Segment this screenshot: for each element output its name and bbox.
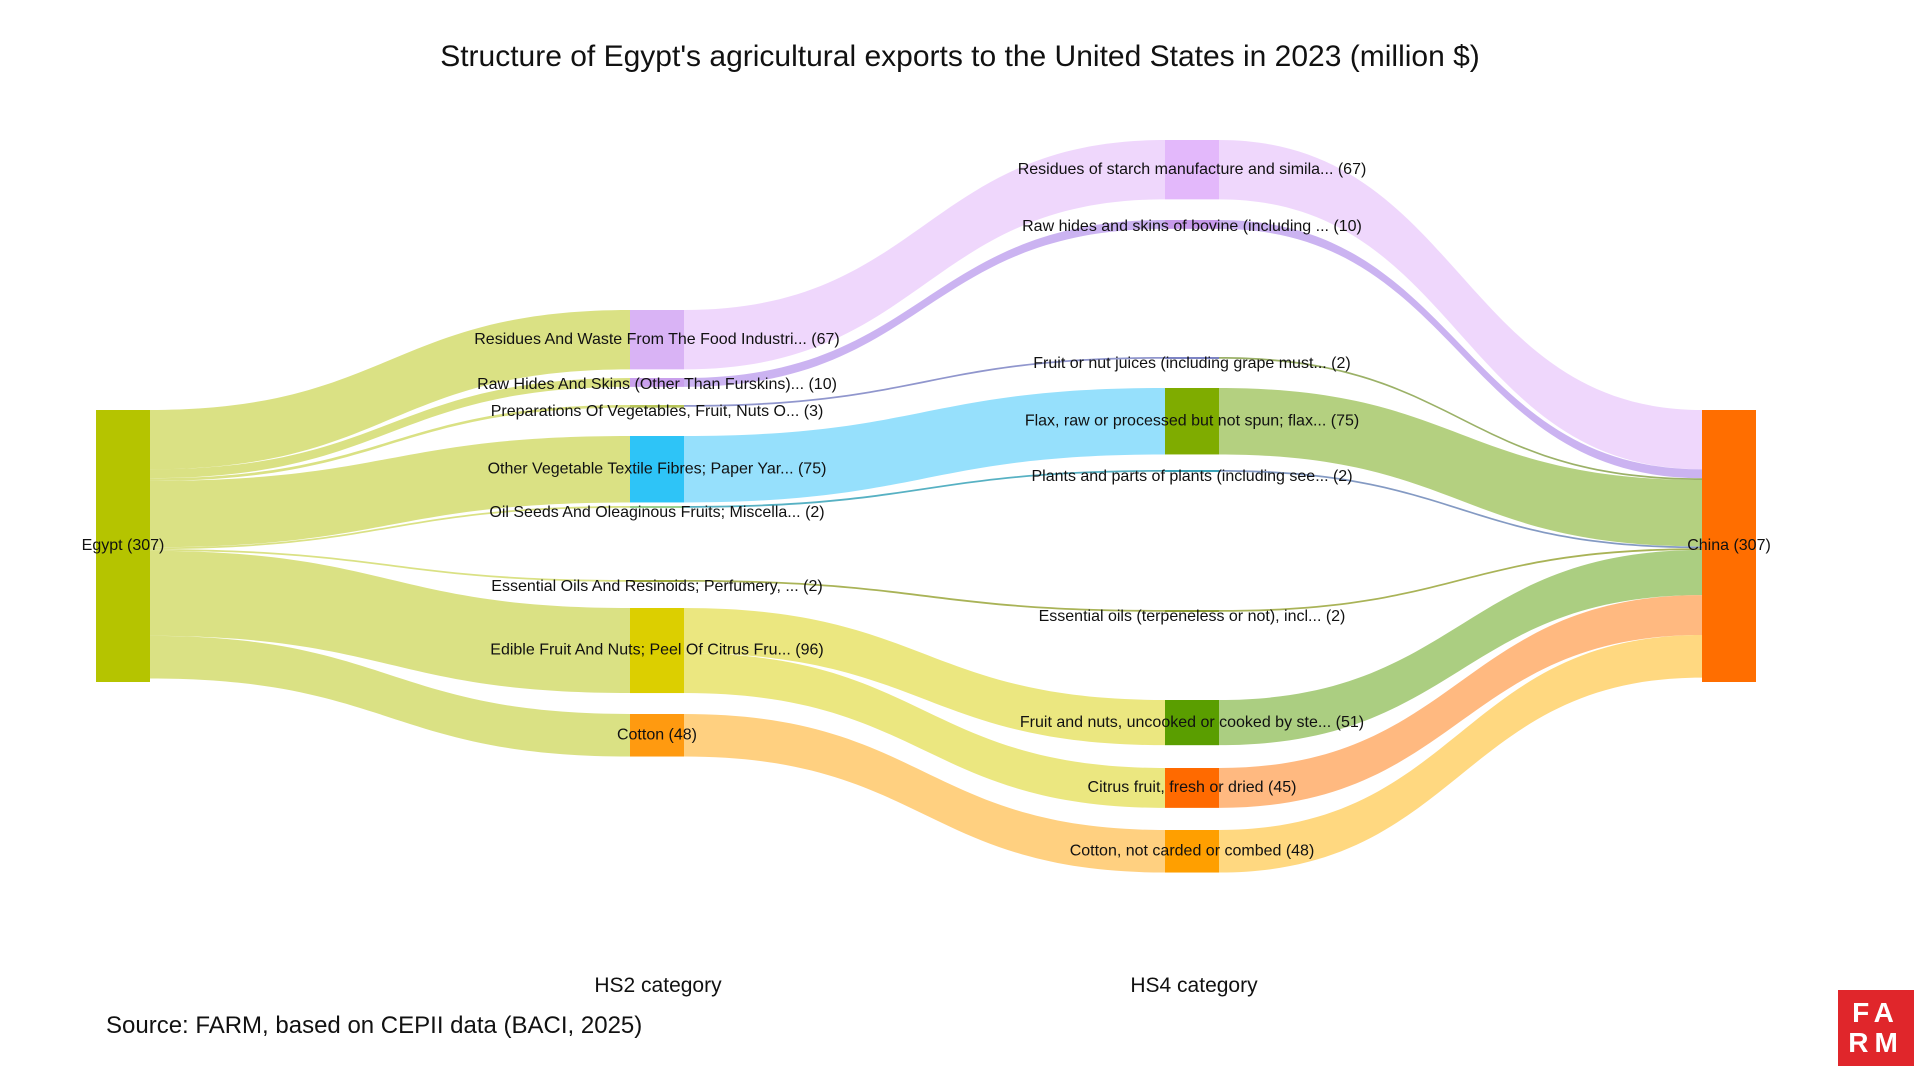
label-hs2-6: Edible Fruit And Nuts; Peel Of Citrus Fr…: [490, 642, 823, 659]
flow-egypt-hs2-5: [150, 549, 630, 582]
node-hs2-7: [630, 714, 684, 757]
flow-hs2-hs4-1: [684, 220, 1165, 387]
node-hs4-4: [1165, 470, 1219, 472]
sankey-nodes: [96, 140, 1756, 873]
label-hs4-4: Plants and parts of plants (including se…: [1031, 468, 1352, 485]
logo-line-2: RM: [1848, 1027, 1904, 1058]
hs2-axis-label: HS2 category: [594, 974, 722, 997]
label-hs4-1: Raw hides and skins of bovine (including…: [1022, 218, 1362, 235]
label-hs2-2: Preparations Of Vegetables, Fruit, Nuts …: [491, 403, 824, 420]
node-hs2-5: [630, 580, 684, 582]
node-china: [1702, 410, 1756, 682]
flow-hs4-china-8: [1219, 635, 1702, 873]
label-hs4-8: Cotton, not carded or combed (48): [1070, 842, 1315, 859]
flow-hs2-hs4-0: [684, 140, 1165, 370]
node-hs2-0: [630, 310, 684, 370]
label-hs4-6: Fruit and nuts, uncooked or cooked by st…: [1020, 714, 1364, 731]
sankey-flows: [150, 140, 1702, 873]
flow-hs2-hs4-4: [684, 470, 1165, 508]
node-hs2-4: [630, 506, 684, 508]
label-hs4-3: Flax, raw or processed but not spun; fla…: [1025, 412, 1359, 429]
node-hs2-2: [630, 405, 684, 408]
hs4-axis-label: HS4 category: [1130, 974, 1258, 997]
node-hs4-3: [1165, 388, 1219, 455]
label-hs2-3: Other Vegetable Textile Fibres; Paper Ya…: [488, 460, 827, 477]
node-hs4-5: [1165, 610, 1219, 612]
flow-egypt-hs2-7: [150, 635, 630, 757]
sankey-labels: Egypt (307) China (307) Residues And Waste…: [82, 161, 1771, 860]
flow-hs2-hs4-5: [684, 580, 1165, 612]
flow-hs4-china-7: [1219, 595, 1702, 808]
node-hs4-7: [1165, 768, 1219, 808]
flow-egypt-hs2-4: [150, 506, 630, 550]
node-hs2-3: [630, 436, 684, 503]
flow-hs2-hs4-6: [684, 608, 1165, 746]
flow-egypt-hs2-6: [150, 550, 630, 694]
label-egypt: Egypt (307): [82, 537, 165, 554]
label-hs2-7: Cotton (48): [617, 726, 697, 743]
label-hs2-1: Raw Hides And Skins (Other Than Furskins…: [477, 376, 837, 393]
flow-hs2-hs4-3: [684, 388, 1165, 503]
flow-hs4-china-2: [1219, 357, 1702, 480]
flow-egypt-hs2-3: [150, 436, 630, 548]
node-hs4-0: [1165, 140, 1219, 200]
flow-hs4-china-0: [1219, 140, 1702, 470]
flow-egypt-hs2-0: [150, 310, 630, 470]
source-note: Source: FARM, based on CEPII data (BACI,…: [106, 1012, 643, 1039]
flow-hs2-hs4-2: [684, 357, 1165, 407]
label-hs2-4: Oil Seeds And Oleaginous Fruits; Miscell…: [489, 504, 824, 521]
flow-egypt-hs2-1: [150, 378, 630, 479]
flow-hs4-china-5: [1219, 548, 1702, 612]
label-china: China (307): [1687, 537, 1771, 554]
node-hs2-1: [630, 378, 684, 387]
flow-egypt-hs2-2: [150, 405, 630, 481]
node-hs4-6: [1165, 700, 1219, 746]
node-hs4-1: [1165, 220, 1219, 229]
node-egypt: [96, 410, 150, 682]
label-hs4-5: Essential oils (terpeneless or not), inc…: [1039, 608, 1346, 625]
flow-hs2-hs4-8: [684, 714, 1165, 873]
flow-hs4-china-4: [1219, 470, 1702, 549]
label-hs2-5: Essential Oils And Resinoids; Perfumery,…: [491, 578, 822, 595]
label-hs4-2: Fruit or nut juices (including grape mus…: [1033, 355, 1350, 372]
flow-hs4-china-3: [1219, 388, 1702, 547]
farm-logo: FA RM: [1838, 990, 1914, 1066]
node-hs4-2: [1165, 357, 1219, 359]
flow-hs4-china-6: [1219, 549, 1702, 746]
label-hs2-0: Residues And Waste From The Food Industr…: [474, 331, 840, 348]
label-hs4-7: Citrus fruit, fresh or dried (45): [1088, 779, 1297, 796]
node-hs2-6: [630, 608, 684, 694]
label-hs4-0: Residues of starch manufacture and simil…: [1018, 161, 1367, 178]
flow-hs4-china-1: [1219, 220, 1702, 479]
chart-title: Structure of Egypt's agricultural export…: [440, 40, 1480, 73]
node-hs4-8: [1165, 830, 1219, 873]
logo-line-1: FA: [1852, 997, 1900, 1028]
flow-hs2-hs4-7: [684, 653, 1165, 808]
